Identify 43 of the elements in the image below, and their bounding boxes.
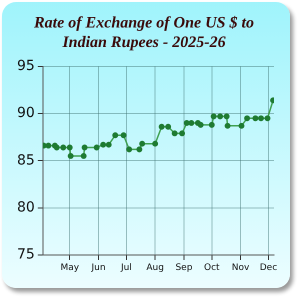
y-tick-label: 95 <box>16 58 35 74</box>
chart-title: Rate of Exchange of One US $ to Indian Rupees - 2025-26 <box>33 14 254 51</box>
point <box>126 146 132 152</box>
point <box>112 132 118 138</box>
point <box>252 115 258 122</box>
point <box>208 122 215 128</box>
y-tick-label: 90 <box>16 105 35 122</box>
point <box>210 113 217 120</box>
point <box>94 144 100 150</box>
point <box>179 130 186 136</box>
point <box>82 144 88 150</box>
point <box>238 122 244 129</box>
x-tick-label: Aug <box>146 262 164 273</box>
x-tick-label: Sep <box>175 262 193 273</box>
x-tick-label: Nov <box>232 262 250 273</box>
x-tick-label: Dec <box>260 262 278 273</box>
x-tick-label: Jul <box>120 262 132 273</box>
point <box>165 124 172 130</box>
y-tick-label: 75 <box>16 246 35 263</box>
x-tick-label: Oct <box>204 262 220 273</box>
point <box>100 142 106 148</box>
point <box>264 115 270 122</box>
point <box>120 132 127 138</box>
y-tick-label: 80 <box>16 199 35 216</box>
point <box>152 140 158 147</box>
point <box>60 144 66 150</box>
point <box>172 130 178 136</box>
point <box>224 122 231 129</box>
x-tick-label: Jun <box>90 262 106 273</box>
point <box>244 115 250 122</box>
x-tick-label: May <box>60 262 80 273</box>
point <box>136 146 142 152</box>
point <box>106 142 112 148</box>
point <box>217 113 224 120</box>
point <box>68 153 74 159</box>
point <box>158 124 165 130</box>
y-tick-label: 85 <box>16 152 35 168</box>
point <box>66 144 73 150</box>
point <box>139 140 146 147</box>
point <box>258 115 264 122</box>
point <box>198 122 204 128</box>
point <box>224 113 230 120</box>
point <box>80 153 87 159</box>
